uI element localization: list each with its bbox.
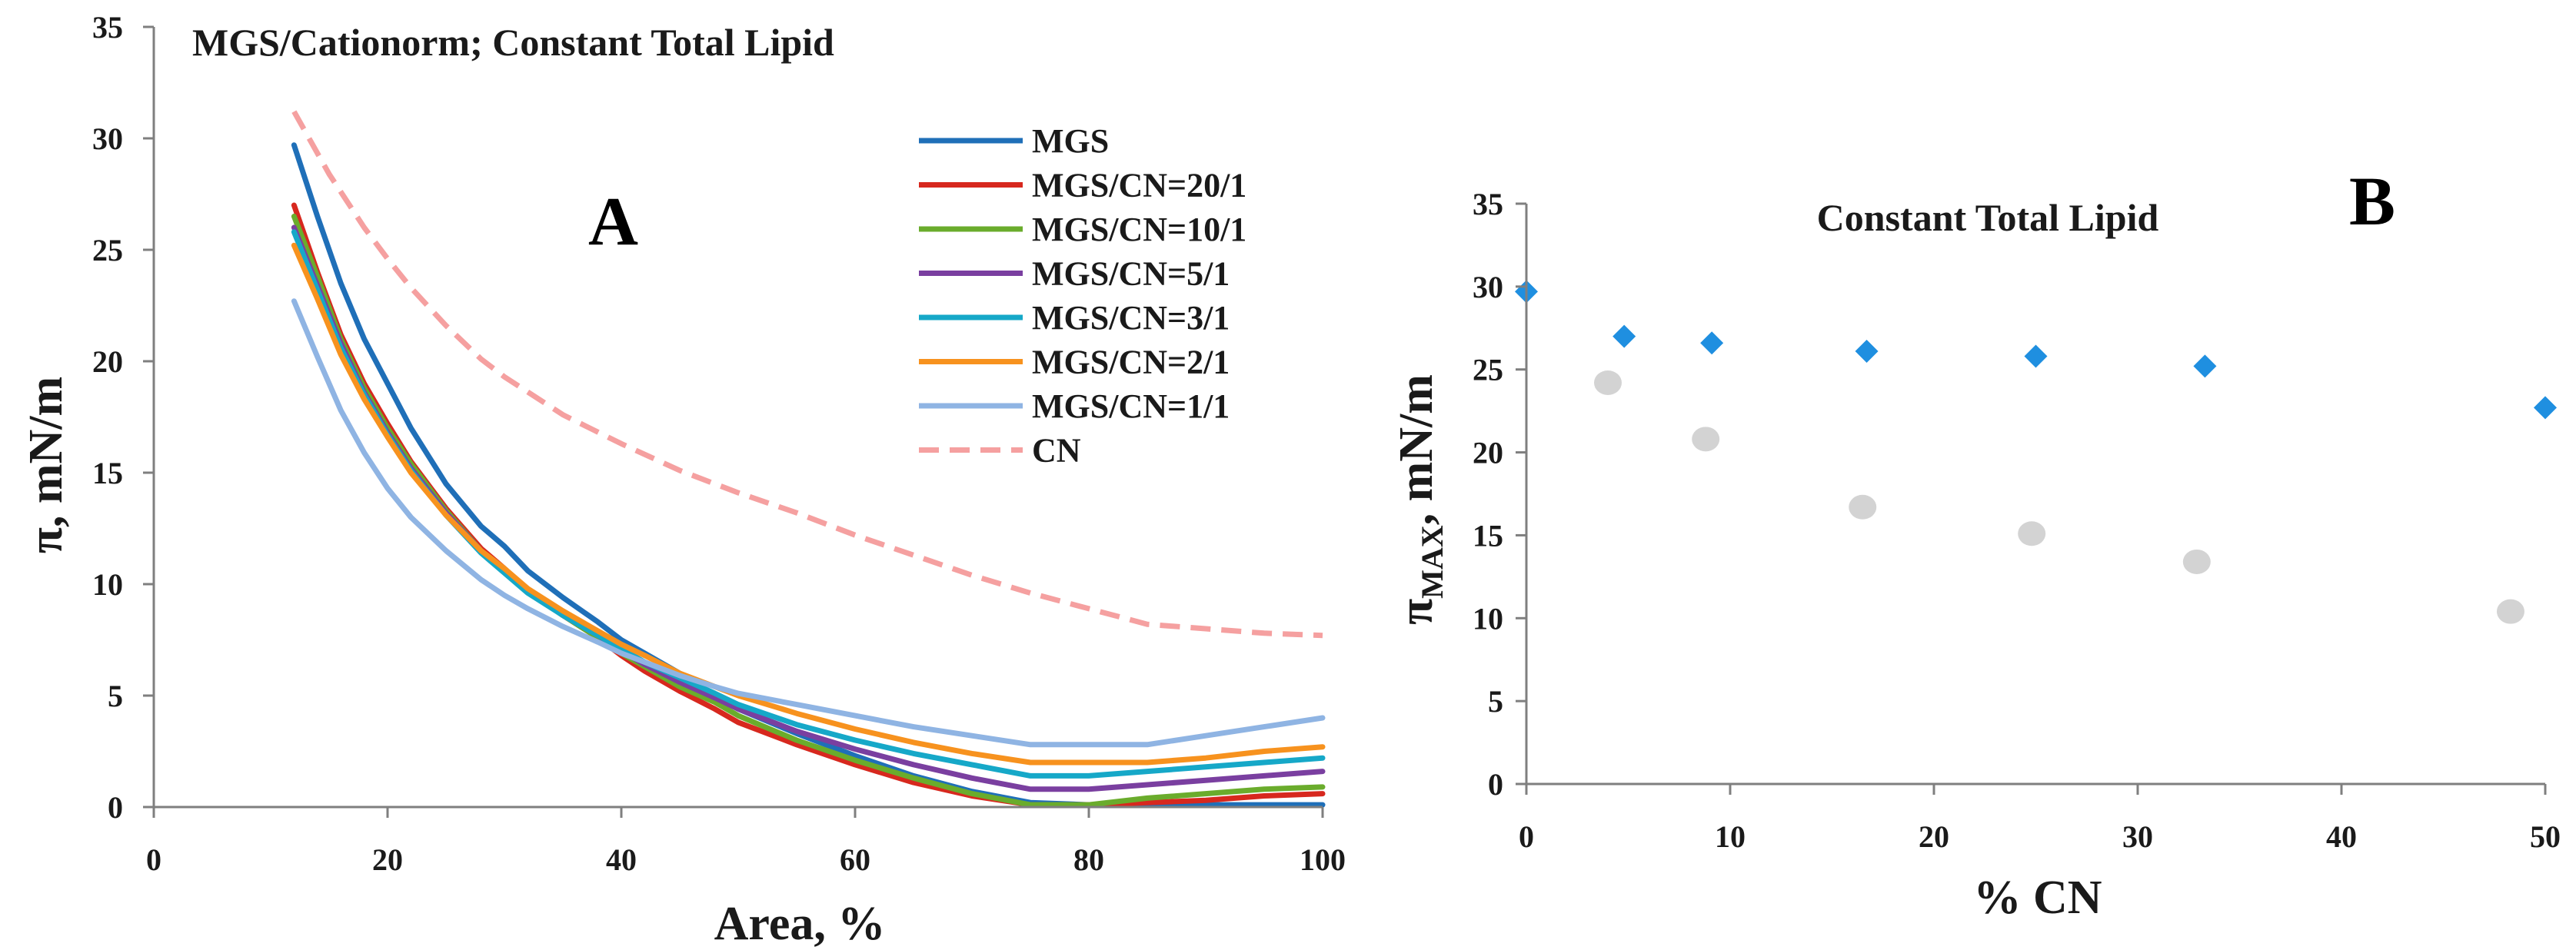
chart-b-title: Constant Total Lipid xyxy=(1817,196,2159,239)
chart-b-y-tick-label: 30 xyxy=(1473,270,1503,304)
chart-a-plot-area xyxy=(291,110,1326,808)
chart-a-x-tick-label: 40 xyxy=(606,842,637,877)
chart-b-x-tick-label: 0 xyxy=(1519,819,1534,854)
chart-a-legend-label-2: MGS/CN=10/1 xyxy=(1032,211,1246,248)
chart-a-x-tick-label: 100 xyxy=(1300,842,1346,877)
chart-b-y-tick-label: 15 xyxy=(1473,518,1503,553)
chart-b-x-tick-label: 10 xyxy=(1715,819,1746,854)
chart-a-x-axis-label: Area, % xyxy=(714,898,886,950)
chart-a-legend: MGS MGS/CN=20/1 MGS/CN=10/1 MGS/CN=5/1 MGS/C… xyxy=(919,122,1246,470)
chart-b-y-tick-label: 0 xyxy=(1488,767,1503,802)
chart-a-y-tick-label: 5 xyxy=(108,679,123,713)
chart-b-x-tick-label: 30 xyxy=(2122,819,2153,854)
chart-b: Constant Total Lipid B 0 5 10 15 20 25 30 35 0 10… xyxy=(1390,164,2561,924)
chart-b-point-circle xyxy=(2496,599,2524,624)
chart-b-y-tick-label: 20 xyxy=(1473,436,1503,470)
chart-a-x-tick-label: 20 xyxy=(372,842,403,877)
chart-b-x-axis-label: % CN xyxy=(1973,872,2102,924)
chart-a-y-tick-label: 10 xyxy=(92,567,123,602)
chart-b-point-diamond xyxy=(1700,331,1724,355)
chart-a-x-tick-label: 0 xyxy=(146,842,161,877)
chart-b-y-tick-label: 35 xyxy=(1473,187,1503,221)
chart-b-point-circle xyxy=(2182,549,2211,574)
chart-b-point-circle xyxy=(1849,494,1877,520)
chart-a-x-tick-label: 60 xyxy=(840,842,870,877)
chart-b-point-circle xyxy=(2018,521,2046,546)
chart-a-legend-label-4: MGS/CN=3/1 xyxy=(1032,299,1230,337)
chart-b-point-circle xyxy=(1692,427,1720,452)
chart-a-title: MGS/Cationorm; Constant Total Lipid xyxy=(192,21,834,64)
chart-a-y-tick-label: 0 xyxy=(108,790,123,825)
chart-b-panel-label: B xyxy=(2349,164,2395,240)
chart-b-tick-labels: 0 5 10 15 20 25 30 35 0 10 20 30 40 50 xyxy=(1473,187,2561,854)
chart-b-point-diamond xyxy=(2534,396,2557,420)
chart-b-point-diamond xyxy=(2193,354,2217,378)
chart-b-y-axis-label: πMAX, mN/m xyxy=(1390,374,1449,625)
chart-b-x-tick-label: 50 xyxy=(2530,819,2561,854)
chart-b-point-diamond xyxy=(1612,324,1636,348)
chart-b-x-tick-label: 20 xyxy=(1919,819,1949,854)
chart-a-y-tick-label: 25 xyxy=(92,233,123,267)
chart-b-point-circle xyxy=(1594,370,1622,395)
chart-a-legend-label-7: CN xyxy=(1032,432,1081,470)
chart-b-x-tick-label: 40 xyxy=(2326,819,2357,854)
chart-a-legend-label-1: MGS/CN=20/1 xyxy=(1032,167,1246,204)
chart-a-series-line-7 xyxy=(291,110,1323,639)
chart-b-point-diamond xyxy=(2024,344,2048,368)
chart-a-y-tick-label: 20 xyxy=(92,344,123,379)
chart-a-y-tick-label: 15 xyxy=(92,456,123,490)
chart-a-series-line-6 xyxy=(291,298,1326,748)
chart-b-y-axis-label-rest: , mN/m xyxy=(1390,374,1443,525)
chart-a-series-line-5 xyxy=(291,242,1326,766)
chart-b-y-tick-label: 5 xyxy=(1488,684,1503,719)
chart-a-tick-labels: 0 5 10 15 20 25 30 35 0 20 40 60 80 100 xyxy=(92,10,1346,877)
chart-a-y-tick-label: 35 xyxy=(92,10,123,45)
chart-a-legend-label-5: MGS/CN=2/1 xyxy=(1032,344,1230,381)
chart-b-y-tick-label: 10 xyxy=(1473,601,1503,636)
chart-b-y-axis-label-sub: MAX xyxy=(1415,525,1449,599)
chart-b-axes xyxy=(1516,202,2547,795)
chart-a-y-axis-label: π, mN/m xyxy=(20,377,72,553)
chart-b-plot-area xyxy=(1515,280,2557,624)
chart-b-point-diamond xyxy=(1855,339,1879,363)
chart-a-legend-label-0: MGS xyxy=(1032,122,1109,160)
chart-b-y-tick-label: 25 xyxy=(1473,353,1503,387)
chart-a: MGS/Cationorm; Constant Total Lipid A 0 5… xyxy=(20,10,1346,950)
chart-b-y-axis-label-main: π xyxy=(1390,599,1443,625)
chart-a-y-tick-label: 30 xyxy=(92,121,123,156)
chart-a-panel-label: A xyxy=(588,184,638,260)
chart-a-legend-label-3: MGS/CN=5/1 xyxy=(1032,255,1230,293)
chart-a-legend-label-6: MGS/CN=1/1 xyxy=(1032,387,1230,425)
chart-a-x-tick-label: 80 xyxy=(1073,842,1104,877)
chart-a-axes xyxy=(143,25,1324,818)
